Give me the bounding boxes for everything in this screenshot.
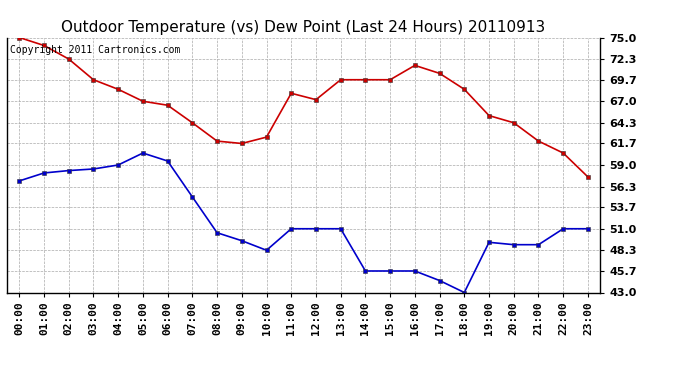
Title: Outdoor Temperature (vs) Dew Point (Last 24 Hours) 20110913: Outdoor Temperature (vs) Dew Point (Last… [61, 20, 546, 35]
Text: Copyright 2011 Cartronics.com: Copyright 2011 Cartronics.com [10, 45, 180, 55]
